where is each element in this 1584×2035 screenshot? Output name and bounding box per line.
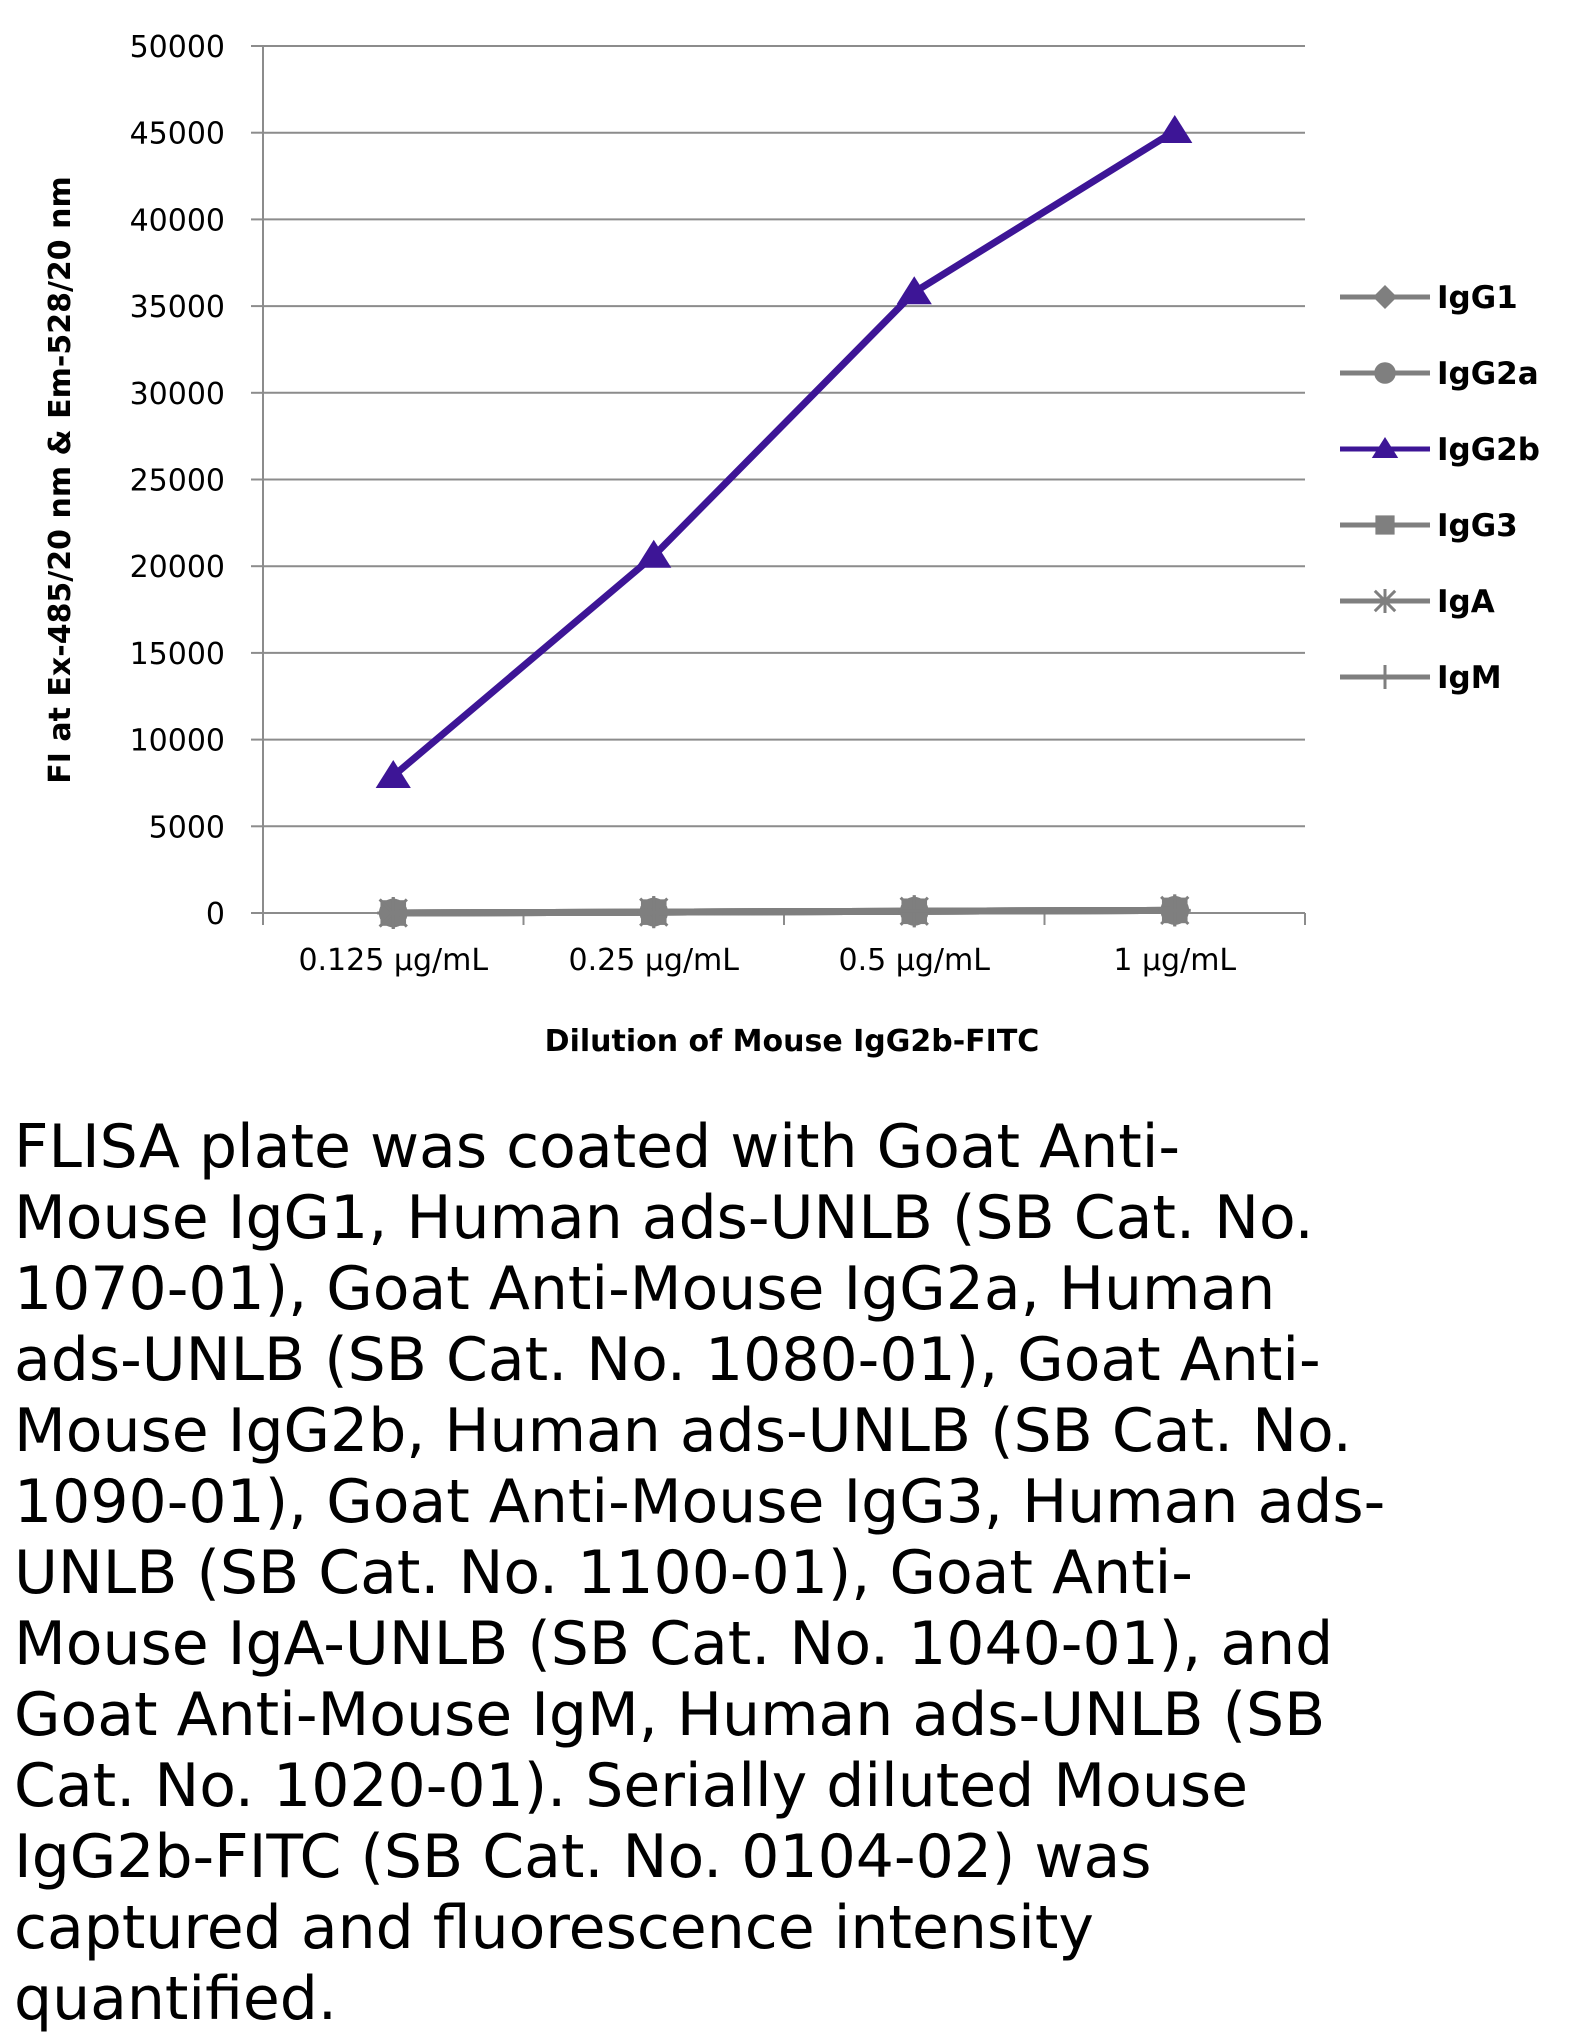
x-tick-label: 0.125 µg/mL bbox=[298, 943, 488, 978]
legend-label: IgG2b bbox=[1437, 432, 1540, 468]
y-tick-label: 35000 bbox=[130, 290, 225, 325]
data-point bbox=[898, 895, 931, 928]
y-tick-label: 50000 bbox=[130, 30, 225, 65]
y-tick-label: 45000 bbox=[130, 117, 225, 152]
legend-item-igg3: IgG3 bbox=[1340, 508, 1518, 544]
legend-item-igm: IgM bbox=[1340, 660, 1502, 696]
y-tick-label: 25000 bbox=[130, 464, 225, 499]
y-tick-label: 30000 bbox=[130, 377, 225, 412]
data-point bbox=[375, 760, 411, 789]
legend-marker bbox=[1373, 285, 1397, 309]
legend-item-iga: IgA bbox=[1340, 584, 1495, 620]
series-igm bbox=[377, 894, 1191, 929]
series-igg2b bbox=[375, 114, 1193, 789]
data-point bbox=[636, 539, 672, 568]
line-chart: 0 5000 10000 15000 20000 25000 30000 35000 40000… bbox=[43, 30, 1540, 1059]
y-tick-label: 40000 bbox=[130, 203, 225, 238]
legend-marker bbox=[1371, 437, 1399, 458]
data-point bbox=[377, 897, 410, 929]
x-tick-labels: 0.125 µg/mL 0.25 µg/mL 0.5 µg/mL 1 µg/mL bbox=[298, 943, 1236, 978]
legend-label: IgG3 bbox=[1437, 508, 1518, 544]
x-tick-label: 0.5 µg/mL bbox=[839, 943, 991, 978]
legend-marker bbox=[1373, 589, 1397, 613]
legend-label: IgG2a bbox=[1437, 356, 1539, 392]
figure-caption: FLISA plate was coated with Goat Anti- M… bbox=[14, 1112, 1386, 2034]
y-tick-label: 15000 bbox=[130, 637, 225, 672]
x-tick-label: 1 µg/mL bbox=[1113, 943, 1236, 978]
y-tick-label: 5000 bbox=[149, 810, 225, 845]
legend-marker bbox=[1373, 665, 1397, 689]
legend: IgG1 IgG2a IgG2b IgG3 IgA IgM bbox=[1340, 280, 1540, 696]
gridlines bbox=[263, 45, 1305, 828]
legend-marker bbox=[1375, 515, 1395, 535]
y-tick-labels: 0 5000 10000 15000 20000 25000 30000 35000 40000… bbox=[130, 30, 225, 932]
legend-label: IgA bbox=[1437, 584, 1495, 620]
x-tick-label: 0.25 µg/mL bbox=[568, 943, 739, 978]
y-tick-label: 10000 bbox=[130, 724, 225, 759]
legend-item-igg1: IgG1 bbox=[1340, 280, 1518, 316]
data-point bbox=[637, 896, 670, 929]
data-point bbox=[896, 276, 932, 305]
legend-label: IgM bbox=[1437, 660, 1502, 696]
x-axis-title: Dilution of Mouse IgG2b-FITC bbox=[545, 1024, 1040, 1059]
series-line bbox=[390, 127, 1177, 779]
legend-item-igg2a: IgG2a bbox=[1340, 356, 1539, 392]
series-lines bbox=[375, 114, 1193, 929]
legend-label: IgG1 bbox=[1437, 280, 1518, 316]
legend-marker bbox=[1374, 362, 1396, 384]
legend-item-igg2b: IgG2b bbox=[1340, 432, 1540, 468]
axes bbox=[251, 45, 1306, 925]
y-axis-title: FI at Ex-485/20 nm & Em-528/20 nm bbox=[43, 176, 78, 783]
data-point bbox=[1158, 894, 1191, 927]
series-line bbox=[393, 906, 1175, 917]
y-tick-label: 0 bbox=[206, 897, 225, 932]
data-point bbox=[1157, 114, 1193, 143]
y-tick-label: 20000 bbox=[130, 550, 225, 585]
